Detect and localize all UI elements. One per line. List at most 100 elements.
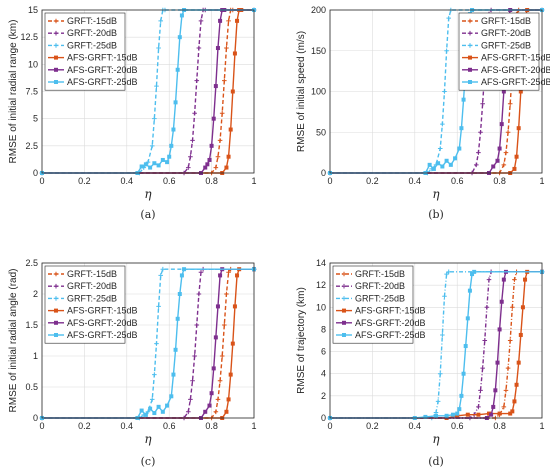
axes-frame [41, 262, 255, 419]
y-tick-label: 12 [316, 280, 326, 290]
data-point [497, 146, 502, 151]
x-tick-label: 0.6 [163, 176, 176, 186]
data-point [226, 397, 231, 402]
data-point [435, 399, 441, 404]
data-point [497, 327, 502, 332]
legend-marker [53, 43, 59, 48]
data-point [440, 121, 445, 127]
data-point [228, 127, 233, 132]
data-point [230, 341, 235, 346]
y-axis-label: RMSE of initial speed (m/s) [296, 31, 307, 152]
legend-marker [342, 308, 346, 313]
data-point [190, 378, 195, 384]
data-point [459, 126, 464, 131]
series-line-3 [42, 9, 254, 174]
legend-marker [54, 55, 58, 60]
data-point [235, 273, 240, 278]
legend-entry: GRFT:-15dB [355, 269, 405, 279]
data-point [203, 165, 208, 170]
data-point [143, 412, 148, 417]
y-axis-label: RMSE of initial radial range (km) [8, 20, 19, 164]
series-line-1 [42, 268, 254, 419]
data-point [173, 347, 178, 352]
data-point [194, 78, 200, 83]
data-point [478, 388, 483, 393]
data-point [473, 162, 479, 168]
data-point [444, 413, 449, 418]
data-point [228, 372, 233, 377]
axes-frame [329, 262, 543, 419]
data-point [156, 45, 161, 51]
data-point [149, 397, 155, 402]
data-point [177, 292, 182, 296]
x-tick-label: 0.6 [163, 421, 176, 431]
data-point [484, 304, 490, 310]
y-tick-label: 200 [311, 5, 326, 15]
data-point [512, 399, 517, 404]
data-point [465, 412, 470, 417]
data-point [165, 160, 170, 165]
data-point [442, 293, 447, 299]
y-tick-label: 50 [316, 127, 326, 137]
data-point [177, 35, 182, 40]
data-point [472, 269, 477, 274]
legend-marker [468, 55, 472, 60]
legend-entry: GRFT:-15dB [67, 16, 117, 26]
legend-box [332, 265, 414, 344]
data-point [215, 304, 220, 309]
data-point [501, 277, 506, 282]
y-tick-label: 0 [33, 413, 38, 423]
legend-marker [341, 296, 347, 301]
x-tick-label: 0.4 [121, 176, 134, 186]
legend-marker [53, 30, 59, 36]
data-point [461, 371, 466, 376]
data-point [516, 360, 521, 365]
data-point [507, 338, 513, 343]
y-tick-label: 0 [321, 168, 326, 178]
data-point [196, 291, 202, 297]
data-point [190, 138, 195, 143]
legend-entry: GRFT:-20dB [67, 281, 117, 291]
data-point [207, 157, 212, 162]
legend-marker [54, 320, 58, 325]
data-point [232, 304, 237, 309]
data-point [222, 78, 227, 83]
data-point [493, 388, 498, 393]
legend-entry: GRFT:-20dB [481, 28, 531, 38]
legend-entry: GRFT:-20dB [355, 281, 405, 291]
data-point [459, 393, 464, 398]
x-tick-label: 0.4 [121, 421, 134, 431]
data-point [149, 143, 155, 149]
data-point [453, 156, 458, 161]
data-point [489, 412, 494, 417]
y-tick-label: 0 [321, 413, 326, 423]
x-tick-label: 0 [327, 421, 332, 431]
data-point [215, 154, 221, 159]
y-tick-label: 4 [321, 369, 326, 379]
legend-entry: AFS-GRFT:-20dB [67, 318, 138, 328]
data-point [218, 273, 223, 278]
x-tick-label: 0 [327, 176, 332, 186]
legend-entry: GRFT:-25dB [481, 40, 531, 50]
data-point [165, 403, 170, 408]
series-line-4 [42, 268, 254, 419]
y-tick-label: 2.5 [25, 258, 38, 268]
y-tick-label: 2 [321, 391, 326, 401]
legend-marker [54, 67, 58, 72]
data-point [213, 409, 219, 415]
data-point [518, 332, 523, 337]
y-axis-label: RMSE of trajectory (km) [296, 287, 307, 394]
data-point [487, 411, 491, 416]
data-point [437, 371, 443, 377]
data-point [437, 146, 443, 151]
x-tick-label: 1 [539, 421, 544, 431]
legend-box [44, 265, 126, 344]
data-point [194, 322, 200, 328]
data-point [235, 18, 240, 23]
legend: GRFT:-15dB GRFT:-20dB GRFT:-25dB AFS-GRFT:-… [44, 12, 138, 91]
series-line-3 [330, 271, 542, 419]
data-point [501, 162, 507, 168]
legend: GRFT:-15dB GRFT:-20dB GRFT:-25dB AFS-GRFT:-… [44, 265, 138, 344]
data-point [508, 411, 513, 416]
x-tick-label: 0.2 [366, 176, 379, 186]
